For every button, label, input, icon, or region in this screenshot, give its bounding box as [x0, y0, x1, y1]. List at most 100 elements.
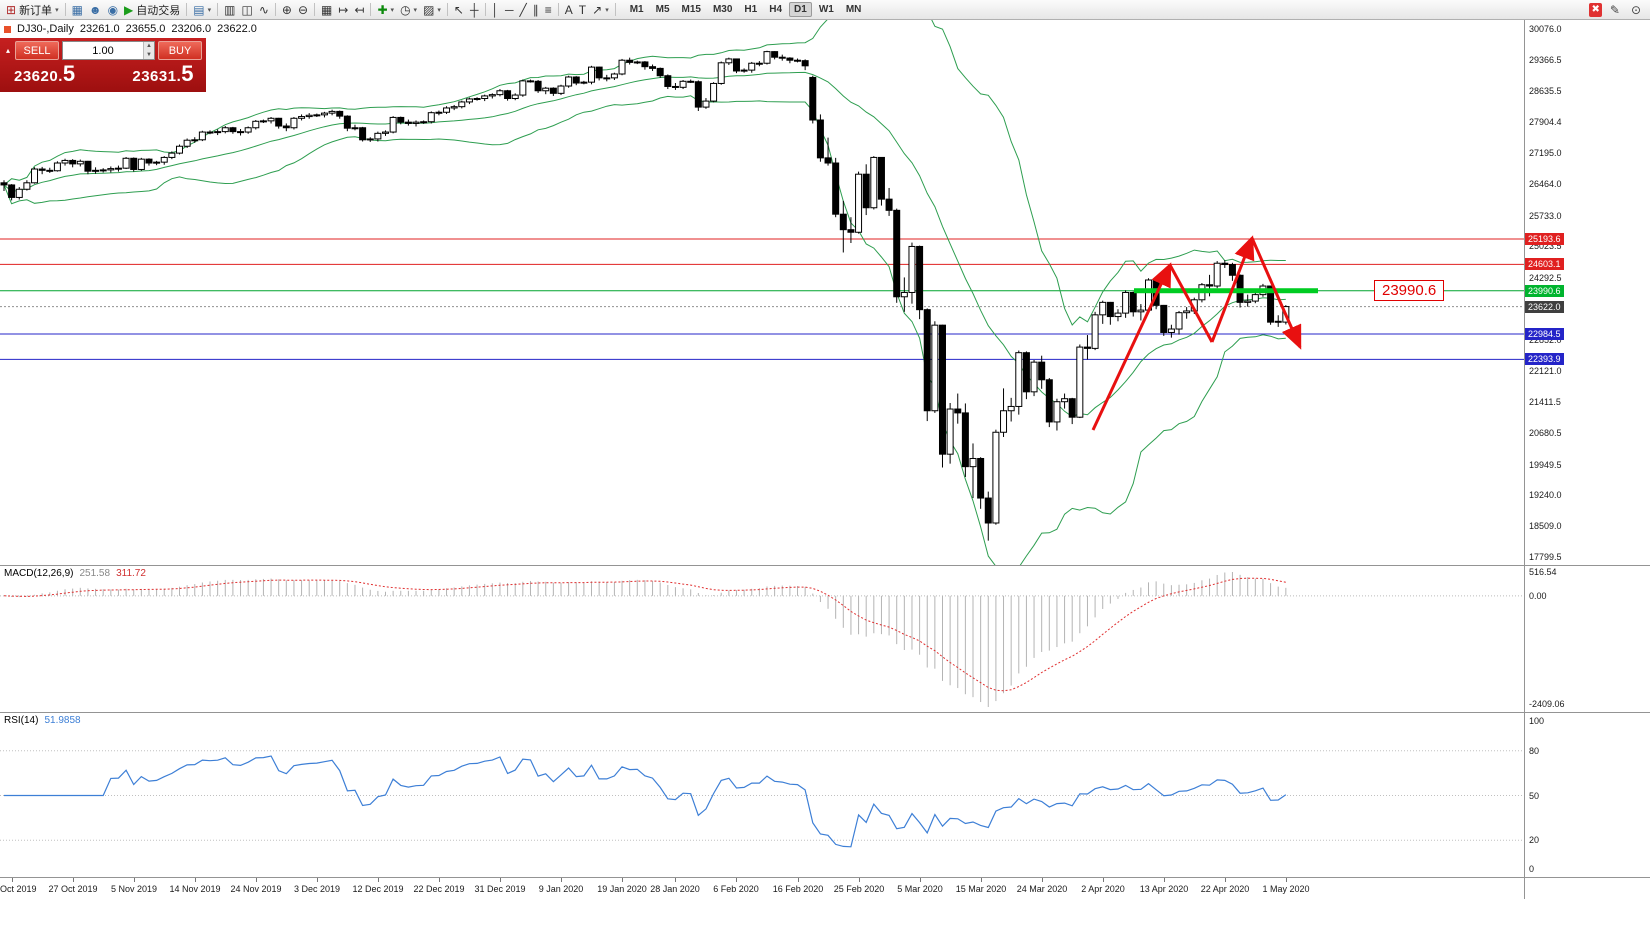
new-order-icon: ⊞	[6, 2, 17, 17]
toolbar-cursor-button[interactable]: ↖	[451, 1, 467, 19]
trendline-icon: ╱	[519, 2, 527, 17]
toolbar-profile-button[interactable]: ☻	[86, 1, 105, 19]
date-tick	[317, 878, 318, 882]
timeframe-h1-button[interactable]: H1	[744, 4, 758, 15]
date-tick	[561, 878, 562, 882]
rsi-axis-label: 80	[1529, 746, 1540, 756]
toolbar-vertical-line-button[interactable]: │	[489, 1, 503, 19]
toolbar-templates-button[interactable]: ▨ ▾	[420, 1, 444, 19]
date-label: 6 Feb 2020	[713, 884, 759, 894]
timeframe-w1-button[interactable]: W1	[818, 4, 834, 15]
timeframe-mn-button[interactable]: MN	[845, 4, 862, 15]
price-chart-canvas[interactable]	[0, 20, 1524, 565]
date-tick	[439, 878, 440, 882]
draw-icon: ✎	[1609, 2, 1620, 17]
date-label: 25 Feb 2020	[833, 884, 885, 894]
toolbar-chart-shift-button[interactable]: ↤	[351, 1, 367, 19]
toolbar-trendline-button[interactable]: ╱	[517, 1, 530, 19]
sell-price-pip: 5	[62, 61, 76, 86]
price-axis-label: 20680.5	[1529, 428, 1562, 438]
date-tick	[12, 878, 13, 882]
buy-button[interactable]: BUY	[158, 41, 202, 60]
toolbar-crosshair-button[interactable]: ┼	[467, 1, 482, 19]
date-tick	[1286, 878, 1287, 882]
toolbar-new-chart-button[interactable]: ▤ ▾	[190, 1, 214, 19]
symbol-period-label: DJ30-,Daily	[17, 23, 74, 35]
rsi-canvas[interactable]	[0, 713, 1524, 877]
toolbar-horizontal-line-button[interactable]: ─	[502, 1, 517, 19]
volume-up-button[interactable]: ▲	[144, 42, 154, 51]
price-tag: 24603.1	[1525, 258, 1564, 270]
sell-button[interactable]: SELL	[15, 41, 59, 60]
rsi-panel[interactable]: RSI(14) 51.9858 100 80 50 20 0	[0, 712, 1650, 877]
macd-panel[interactable]: MACD(12,26,9) 251.58 311.72 516.54 0.00 -2…	[0, 565, 1650, 712]
horizontal-line-icon: ─	[505, 2, 514, 17]
toolbar-timeframes: M1 M5 M15 M30 H1 H4 D1 W1 MN	[625, 0, 867, 19]
one-click-controls-row: ▴ SELL ▲ ▼ BUY	[4, 41, 202, 60]
price-axis-label: 21411.5	[1529, 397, 1561, 407]
volume-spinner: ▲ ▼	[143, 42, 154, 59]
toolbar-zoom-out-button[interactable]: ⊖	[295, 1, 311, 19]
collapse-one-click-button[interactable]: ▴	[5, 46, 10, 55]
toolbar-charts-window-button[interactable]: ▦	[69, 1, 86, 19]
timeframe-m15-button[interactable]: M15	[681, 4, 701, 15]
toolbar-fibonacci-button[interactable]: ≡	[542, 1, 555, 19]
date-label: 31 Dec 2019	[474, 884, 526, 894]
equidistant-channel-icon: ∥	[532, 2, 539, 17]
toolbar-bar-chart-button[interactable]: ▥	[221, 1, 238, 19]
date-label: 14 Nov 2019	[169, 884, 221, 894]
volume-down-button[interactable]: ▼	[144, 50, 154, 59]
toolbar-text-button[interactable]: A	[562, 1, 576, 19]
time-axis[interactable]: 17 Oct 2019 27 Oct 2019 5 Nov 2019 14 Nov 2…	[0, 877, 1650, 899]
timeframe-d1-button[interactable]: D1	[789, 2, 812, 17]
date-label: 17 Oct 2019	[0, 884, 37, 894]
toolbar-zoom-in-button[interactable]: ⊕	[279, 1, 295, 19]
new-chart-caret-icon: ▾	[207, 6, 212, 14]
date-label: 27 Oct 2019	[48, 884, 98, 894]
bottom-whitespace	[0, 899, 1650, 943]
indicators-caret-icon: ▾	[390, 6, 395, 14]
price-axis-label: 25733.0	[1529, 211, 1562, 221]
text-icon: A	[564, 2, 573, 17]
toolbar-new-order-button[interactable]: ⊞ 新订单 ▾	[3, 1, 62, 19]
timeframe-h4-button[interactable]: H4	[769, 4, 783, 15]
rsi-axis-label: 0	[1529, 864, 1535, 874]
date-label: 5 Nov 2019	[110, 884, 158, 894]
macd-axis-label: 0.00	[1529, 591, 1547, 601]
toolbar-zoom-box-button[interactable]: ⊙	[1628, 1, 1644, 19]
macd-canvas[interactable]	[0, 566, 1524, 712]
main-chart-panel[interactable]: DJ30-,Daily 23261.0 23655.0 23206.0 2362…	[0, 20, 1650, 565]
toolbar-close-button[interactable]: ✖	[1589, 2, 1602, 17]
bar-chart-icon: ▥	[224, 2, 236, 17]
toolbar-left-group: ⊞ 新订单 ▾ ▦ ☻ ◉ ▶ 自动交易 ▤ ▾ ▥ ◫ ∿ ⊕ ⊖ ▦ ↦ ↤ ✚ ▾ ◷ ▾ ▨ ▾ ↖ ┼ │ ─ ╱ ∥ ≡ A T ↗ ▾	[3, 0, 619, 19]
price-axis-label: 30076.0	[1529, 24, 1562, 34]
toolbar-community-button[interactable]: ◉	[105, 1, 121, 19]
toolbar-draw-button[interactable]: ✎	[1607, 1, 1623, 19]
timeframe-m1-button[interactable]: M1	[629, 4, 644, 15]
toolbar-autotrading-button[interactable]: ▶ 自动交易	[121, 1, 183, 19]
toolbar-auto-scroll-button[interactable]: ↦	[335, 1, 351, 19]
timeframe-m30-button[interactable]: M30	[712, 4, 733, 15]
toolbar-tile-windows-button[interactable]: ▦	[318, 1, 335, 19]
price-tag: 22984.5	[1525, 328, 1564, 340]
toolbar-separator	[186, 3, 188, 16]
volume-input[interactable]	[63, 42, 143, 59]
price-axis-label: 27904.4	[1529, 117, 1562, 127]
price-level-callout[interactable]: 23990.6	[1374, 280, 1445, 301]
zoom-in-icon: ⊕	[281, 2, 292, 17]
date-tick	[134, 878, 135, 882]
toolbar-separator	[614, 3, 616, 16]
price-axis-label: 24292.5	[1529, 273, 1562, 283]
templates-caret-icon: ▾	[437, 6, 441, 14]
zoom-out-icon: ⊖	[297, 2, 309, 17]
timeframe-m5-button[interactable]: M5	[655, 4, 670, 15]
toolbar-text-label-button[interactable]: T	[576, 1, 589, 19]
toolbar-line-chart-button[interactable]: ∿	[256, 1, 272, 19]
toolbar-arrows-tool-button[interactable]: ↗ ▾	[589, 1, 612, 19]
toolbar-indicators-button[interactable]: ✚ ▾	[374, 1, 397, 19]
date-label: 16 Feb 2020	[772, 884, 824, 894]
toolbar-periods-button[interactable]: ◷ ▾	[397, 1, 420, 19]
toolbar-equidistant-channel-button[interactable]: ∥	[530, 1, 542, 19]
price-tag: 23990.6	[1525, 285, 1564, 297]
toolbar-candlestick-chart-button[interactable]: ◫	[238, 1, 255, 19]
